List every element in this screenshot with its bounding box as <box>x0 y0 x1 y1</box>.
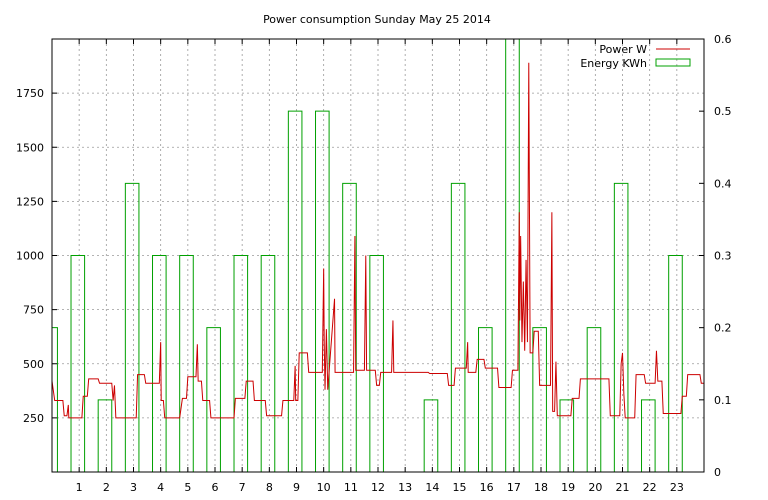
x-tick-label: 6 <box>212 481 219 494</box>
legend-label-energy: Energy KWh <box>580 57 647 70</box>
y-tick-label: 1500 <box>16 141 44 154</box>
energy-bar <box>260 255 276 472</box>
energy-bar <box>70 255 86 472</box>
legend-swatch-energy <box>655 58 691 67</box>
energy-bar <box>450 182 466 472</box>
x-tick-label: 23 <box>670 481 684 494</box>
x-tick-label: 14 <box>425 481 439 494</box>
x-tick-label: 15 <box>453 481 467 494</box>
energy-series <box>51 38 683 472</box>
energy-bar <box>478 327 493 472</box>
x-tick-label: 17 <box>507 481 521 494</box>
energy-bar <box>613 182 629 472</box>
y2-tick-label: 0.2 <box>714 322 732 335</box>
y2-tick-label: 0.4 <box>714 177 732 190</box>
y-tick-label: 1250 <box>16 195 44 208</box>
x-tick-label: 21 <box>616 481 630 494</box>
x-tick-label: 10 <box>317 481 331 494</box>
y2-tick-label: 0 <box>714 466 721 479</box>
x-tick-label: 8 <box>266 481 273 494</box>
x-tick-label: 11 <box>344 481 358 494</box>
x-tick-label: 12 <box>371 481 385 494</box>
x-tick-label: 7 <box>239 481 246 494</box>
power-series <box>51 62 704 419</box>
x-tick-label: 4 <box>157 481 164 494</box>
energy-bar <box>369 255 384 472</box>
energy-bar <box>315 110 330 472</box>
energy-bar <box>423 399 439 472</box>
y2-tick-label: 0.5 <box>714 105 732 118</box>
x-tick-label: 13 <box>398 481 412 494</box>
energy-bar <box>124 182 140 472</box>
energy-bar <box>179 255 194 472</box>
y-tick-label: 1750 <box>16 87 44 100</box>
power-line <box>51 62 704 419</box>
energy-bar <box>668 255 683 472</box>
energy-bar <box>559 399 575 472</box>
y-tick-label: 500 <box>23 358 44 371</box>
energy-bar <box>206 327 221 472</box>
x-tick-label: 5 <box>184 481 191 494</box>
energy-bar <box>233 255 249 472</box>
energy-bar <box>97 399 113 472</box>
energy-bar <box>641 399 656 472</box>
x-tick-label: 2 <box>103 481 110 494</box>
x-tick-label: 1 <box>76 481 83 494</box>
energy-bar <box>287 110 303 472</box>
y2-tick-label: 0.1 <box>714 394 732 407</box>
energy-bar <box>342 182 357 472</box>
y2-tick-label: 0.6 <box>714 33 732 46</box>
x-tick-label: 22 <box>643 481 657 494</box>
x-tick-label: 9 <box>293 481 300 494</box>
x-tick-label: 19 <box>561 481 575 494</box>
x-tick-label: 16 <box>480 481 494 494</box>
y-tick-label: 1000 <box>16 250 44 263</box>
x-tick-label: 20 <box>588 481 602 494</box>
energy-bar <box>532 327 547 472</box>
x-tick-label: 3 <box>130 481 137 494</box>
legend-label-power: Power W <box>599 43 647 56</box>
chart-title: Power consumption Sunday May 25 2014 <box>263 13 491 26</box>
y2-tick-label: 0.3 <box>714 250 732 263</box>
axis-ticks: 1 2 3 4 5 6 7 8 9 10 11 12 13 14 15 16 17 18 19 20 21 22 23250… <box>16 33 732 494</box>
y-tick-label: 750 <box>23 304 44 317</box>
x-tick-label: 18 <box>534 481 548 494</box>
energy-bar <box>586 327 602 472</box>
energy-bar <box>152 255 167 472</box>
y-tick-label: 250 <box>23 412 44 425</box>
